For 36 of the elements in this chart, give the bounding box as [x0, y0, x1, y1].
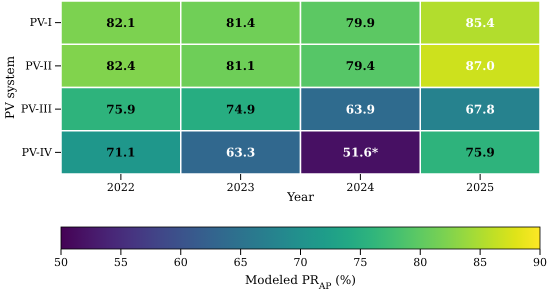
data-label: 81.1: [226, 59, 256, 74]
data-label: 63.3: [226, 146, 256, 160]
color-bar-label: 80: [413, 256, 428, 269]
x-tick-label: 2025: [466, 180, 494, 194]
y-tick-label: PV-II: [25, 59, 52, 72]
x-tick-label: 2023: [226, 180, 255, 194]
color-bar-label: 90: [533, 256, 547, 269]
x-tick-label: 2022: [106, 180, 135, 194]
data-label: 81.4: [226, 16, 256, 30]
data-label: 51.6*: [342, 146, 379, 160]
data-label: 79.9: [346, 16, 375, 30]
data-label: 63.9: [346, 102, 375, 116]
data-label: 82.1: [106, 16, 136, 30]
color-bar-label: 60: [174, 256, 188, 269]
x-tick-label: 2024: [346, 180, 374, 194]
y-tick-label: PV-IV: [22, 146, 54, 159]
data-label: 75.9: [106, 102, 136, 116]
data-label: 71.1: [106, 146, 136, 160]
data-label: 82.4: [106, 59, 136, 74]
data-label: 79.4: [346, 59, 375, 74]
color-bar-label: 85: [473, 256, 488, 269]
data-label: 87.0: [466, 59, 495, 74]
color-bar-label: 75: [353, 256, 368, 269]
y-axis-title: PV system: [3, 55, 17, 119]
data-label: 85.4: [466, 16, 495, 30]
y-tick-label: PV-III: [20, 102, 52, 116]
x-axis-title: Year: [286, 190, 314, 204]
data-label: 74.9: [226, 102, 256, 116]
color-bar-label: 70: [294, 256, 308, 269]
color-bar-label: 50: [54, 256, 68, 269]
data-label: 75.9: [466, 146, 495, 160]
color-bar-title: Modeled PR$_{AP}$ (%): [245, 273, 356, 291]
y-tick-label: PV-I: [30, 16, 52, 30]
color-bar-label: 55: [114, 256, 128, 269]
data-label: 67.8: [466, 102, 495, 116]
color-bar-label: 65: [234, 256, 248, 269]
